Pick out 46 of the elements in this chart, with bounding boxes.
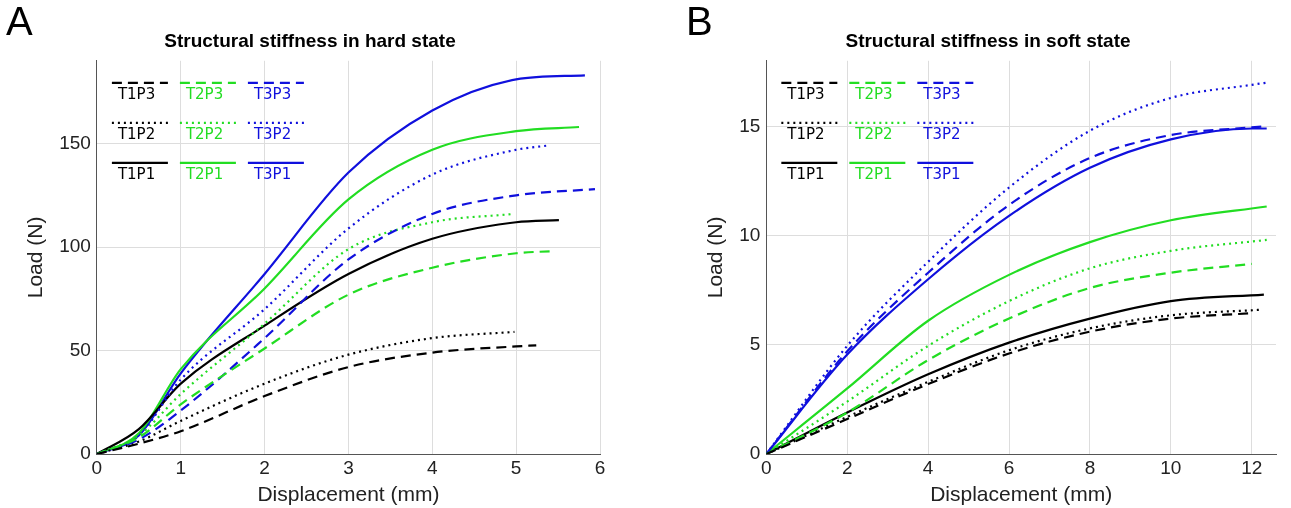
y-tick-label: 5	[749, 333, 761, 355]
x-tick-label: 3	[343, 456, 354, 478]
y-tick-label: 100	[59, 235, 91, 257]
x-tick-label: 4	[922, 456, 934, 478]
legend-label: T2P1	[854, 165, 893, 184]
x-tick-label: 10	[1160, 456, 1182, 478]
legend-label: T3P3	[252, 85, 292, 104]
y-tick-label: 15	[739, 114, 761, 136]
x-tick-label: 6	[594, 456, 606, 478]
y-tick-label: 0	[749, 442, 761, 464]
y-tick-label: 0	[80, 442, 91, 464]
legend-label: T3P1	[252, 165, 292, 184]
legend-label: T3P1	[922, 165, 961, 184]
x-tick-label: 1	[175, 456, 187, 478]
x-tick-label: 8	[1084, 456, 1096, 478]
chart-title: Structural stiffness in hard state	[164, 29, 456, 51]
x-tick-label: 4	[427, 456, 439, 478]
x-tick-label: 12	[1241, 456, 1263, 478]
text: A	[6, 0, 33, 44]
legend-label: T1P2	[786, 125, 825, 144]
y-tick-label: 150	[59, 131, 91, 153]
y-tick-label: 10	[739, 223, 761, 245]
legend-label: T2P3	[854, 85, 893, 104]
x-tick-label: 2	[259, 456, 270, 478]
legend-label: T2P1	[184, 165, 224, 184]
legend-label: T1P1	[116, 165, 156, 184]
x-tick-label: 2	[841, 456, 853, 478]
legend-label: T3P3	[922, 85, 961, 104]
legend-label: T3P2	[922, 125, 961, 144]
legend-label: T1P3	[786, 85, 825, 104]
legend-label: T2P2	[184, 125, 224, 144]
x-axis-title: Displacement (mm)	[257, 482, 440, 506]
legend-label: T3P2	[252, 125, 292, 144]
y-axis-title: Load (N)	[703, 216, 727, 299]
x-tick-label: 6	[1003, 456, 1015, 478]
chart-title: Structural stiffness in soft state	[845, 29, 1131, 51]
x-axis-title: Displacement (mm)	[930, 482, 1113, 506]
legend-label: T1P3	[116, 85, 156, 104]
y-axis-title: Load (N)	[23, 216, 47, 299]
legend-label: T1P1	[786, 165, 825, 184]
y-tick-label: 50	[69, 338, 91, 360]
legend-label: T1P2	[116, 125, 156, 144]
legend-label: T2P2	[854, 125, 893, 144]
x-tick-label: 5	[510, 456, 522, 478]
legend-label: T2P3	[184, 85, 224, 104]
text: B	[686, 0, 713, 44]
